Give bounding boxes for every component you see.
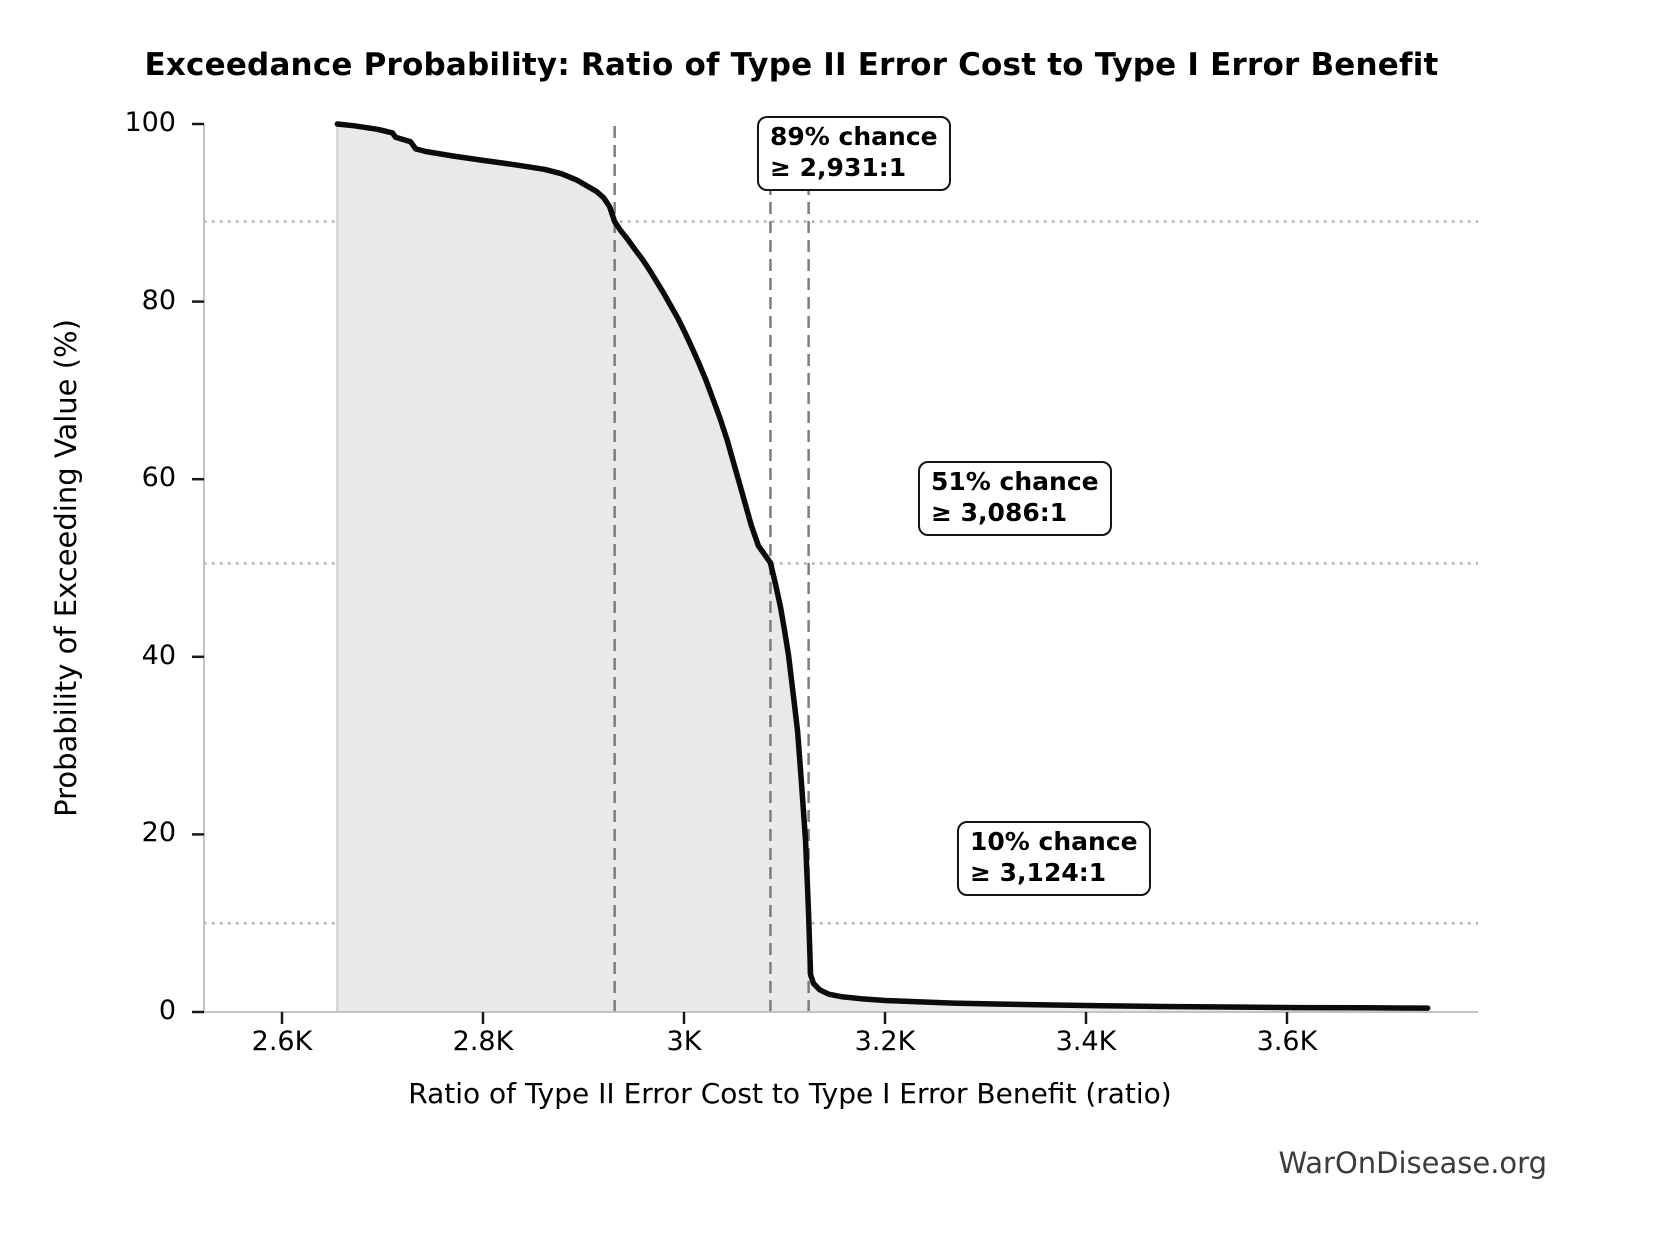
watermark: WarOnDisease.org (1278, 1146, 1547, 1180)
y-tick-label: 60 (141, 462, 176, 494)
annotation-ratio-line: ≥ 3,086:1 (931, 498, 1068, 527)
chart-title: Exceedance Probability: Ratio of Type II… (144, 47, 1439, 83)
x-tick-label: 2.8K (452, 1026, 514, 1057)
annotation-89-chance: 89% chance ≥ 2,931:1 (757, 116, 951, 191)
annotation-ratio-line: ≥ 2,931:1 (770, 153, 907, 182)
y-tick-label: 80 (141, 284, 176, 316)
annotation-51-chance: 51% chance ≥ 3,086:1 (918, 461, 1112, 536)
annotation-10-chance: 10% chance ≥ 3,124:1 (957, 821, 1151, 896)
area-fill (337, 124, 1428, 1012)
x-axis-label: Ratio of Type II Error Cost to Type I Er… (408, 1077, 1172, 1110)
annotation-chance-line: 10% chance (970, 827, 1138, 856)
y-axis-label: Probability of Exceeding Value (%) (49, 319, 83, 817)
y-tick-label: 100 (124, 107, 176, 138)
y-tick-label: 20 (141, 817, 176, 849)
x-tick-label: 3.2K (854, 1026, 916, 1057)
annotation-chance-line: 51% chance (931, 467, 1099, 496)
x-tick-label: 3.4K (1055, 1026, 1117, 1057)
annotation-ratio-line: ≥ 3,124:1 (970, 858, 1107, 887)
x-tick-label: 3K (666, 1026, 702, 1057)
y-tick-label: 0 (158, 995, 176, 1026)
x-tick-label: 2.6K (251, 1026, 313, 1057)
y-tick-label: 40 (141, 639, 176, 671)
exceedance-curve (334, 121, 1431, 1011)
x-tick-label: 3.6K (1256, 1026, 1318, 1057)
annotation-chance-line: 89% chance (770, 122, 938, 151)
